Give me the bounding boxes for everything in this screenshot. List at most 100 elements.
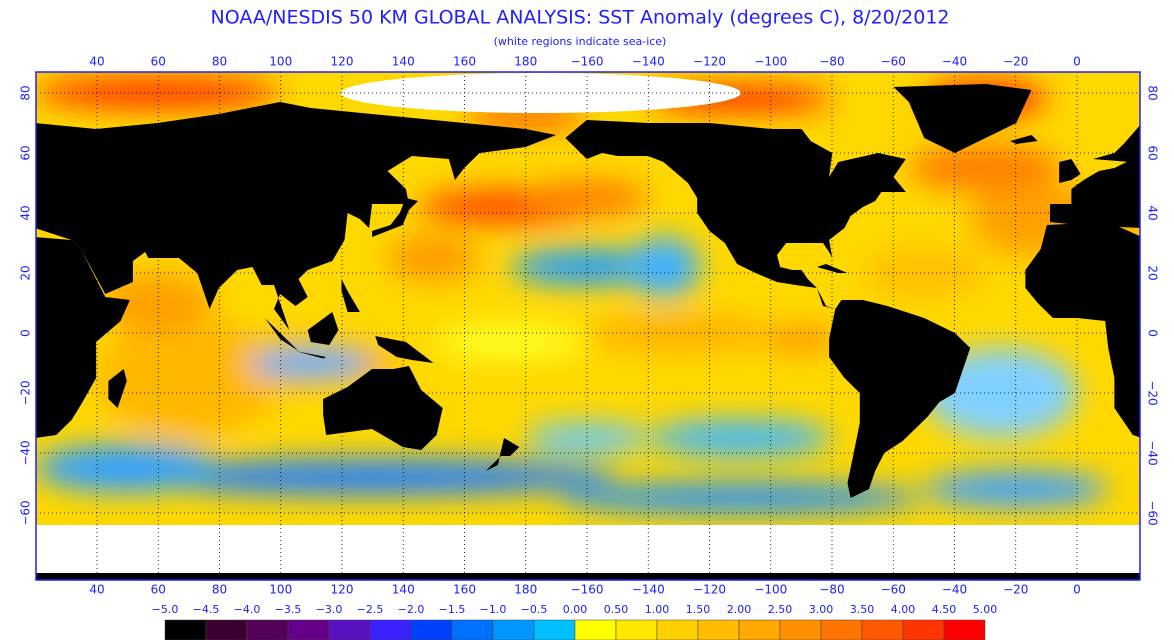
legend-swatch xyxy=(697,619,740,640)
latitude-label-left: −40 xyxy=(19,440,33,465)
legend-swatch xyxy=(451,619,494,640)
latitude-label-right: 0 xyxy=(1146,329,1160,337)
legend-label: −4.0 xyxy=(234,603,261,616)
longitude-label-bottom: 180 xyxy=(514,583,537,597)
legend-swatch xyxy=(533,619,576,640)
longitude-label-bottom: 40 xyxy=(89,583,104,597)
latitude-label-left: 0 xyxy=(19,329,33,337)
legend-label: 3.50 xyxy=(850,603,875,616)
longitude-label-bottom: 160 xyxy=(453,583,476,597)
map-frame xyxy=(35,71,1141,581)
legend-label: 3.00 xyxy=(809,603,834,616)
anomaly xyxy=(102,273,213,333)
longitude-label-top: 100 xyxy=(269,55,292,69)
legend-swatch xyxy=(492,619,535,640)
legend-label: −2.5 xyxy=(357,603,384,616)
legend-swatch xyxy=(410,619,453,640)
legend-swatch xyxy=(738,619,781,640)
legend-label: −5.0 xyxy=(152,603,179,616)
legend-swatch xyxy=(369,619,412,640)
anomaly xyxy=(626,237,701,297)
antarctic-ice xyxy=(36,525,1140,573)
latitude-label-left: −20 xyxy=(19,380,33,405)
land xyxy=(485,438,520,471)
longitude-label-bottom: −40 xyxy=(942,583,967,597)
legend-label: −0.5 xyxy=(521,603,548,616)
longitude-label-top: −160 xyxy=(571,55,604,69)
antarctica xyxy=(36,573,1140,580)
anomaly xyxy=(924,471,1109,507)
latitude-label-left: −60 xyxy=(19,500,33,525)
land xyxy=(341,279,360,312)
latitude-label-left: 40 xyxy=(19,205,33,220)
land xyxy=(264,318,299,351)
legend-label: 5.00 xyxy=(973,603,998,616)
land xyxy=(36,237,130,438)
legend-swatch xyxy=(205,619,248,640)
legend-swatch xyxy=(779,619,822,640)
legend-label: 4.50 xyxy=(932,603,957,616)
land xyxy=(893,84,1032,153)
legend-label: −4.5 xyxy=(193,603,220,616)
land xyxy=(1010,135,1038,144)
legend: −5.0 −4.5 −4.0 −3.5 −3.0 −2.5 −2.0 −1.5 −1.0 −0.5… xyxy=(152,603,998,640)
latitude-label-left: 20 xyxy=(19,265,33,280)
legend-label: 1.00 xyxy=(645,603,670,616)
legend-swatch xyxy=(246,619,289,640)
land xyxy=(372,198,419,237)
anomaly xyxy=(126,459,618,495)
legend-swatch xyxy=(656,619,699,640)
legend-swatch xyxy=(820,619,863,640)
longitude-label-bottom: 60 xyxy=(151,583,166,597)
anomaly xyxy=(36,78,281,108)
legend-label: −3.0 xyxy=(316,603,343,616)
longitude-label-bottom: 120 xyxy=(331,583,354,597)
anomaly xyxy=(764,327,839,351)
longitude-label-bottom: −60 xyxy=(881,583,906,597)
longitude-label-top: −40 xyxy=(942,55,967,69)
longitude-label-top: 160 xyxy=(453,55,476,69)
latitude-label-right: −40 xyxy=(1146,440,1160,465)
latitude-label-right: −60 xyxy=(1146,500,1160,525)
longitude-label-bottom: −120 xyxy=(693,583,726,597)
longitude-label-bottom: −160 xyxy=(571,583,604,597)
legend-label: −3.5 xyxy=(275,603,302,616)
legend-label: 2.00 xyxy=(727,603,752,616)
land xyxy=(36,102,557,330)
longitude-label-bottom: −100 xyxy=(754,583,787,597)
anomaly xyxy=(510,249,664,285)
land xyxy=(1050,154,1140,228)
legend-label: −1.5 xyxy=(439,603,466,616)
anomaly xyxy=(525,180,649,216)
longitude-label-top: 140 xyxy=(392,55,415,69)
land xyxy=(1059,159,1081,183)
longitude-label-top: −60 xyxy=(881,55,906,69)
longitude-label-top: 180 xyxy=(514,55,537,69)
longitude-label-bottom: −20 xyxy=(1003,583,1028,597)
legend-label: 0.50 xyxy=(604,603,629,616)
longitude-label-bottom: −140 xyxy=(632,583,665,597)
legend-label: 2.50 xyxy=(768,603,793,616)
anomaly xyxy=(908,144,1063,192)
longitude-label-top: −120 xyxy=(693,55,726,69)
longitude-label-top: −80 xyxy=(819,55,844,69)
labels: 40 40 60 60 80 80 100 100 120 120 140 140 160 160 180 1… xyxy=(19,55,1160,597)
anomaly xyxy=(556,483,925,513)
legend-swatch xyxy=(287,619,330,640)
latitude-label-left: 80 xyxy=(19,85,33,100)
latitude-label-right: 20 xyxy=(1146,265,1160,280)
subtitle: (white regions indicate sea-ice) xyxy=(494,35,667,48)
land xyxy=(108,369,127,408)
legend-swatch xyxy=(574,619,617,640)
longitude-label-top: 40 xyxy=(89,55,104,69)
longitude-label-top: 60 xyxy=(151,55,166,69)
legend-label: 4.00 xyxy=(891,603,916,616)
latitude-label-right: −20 xyxy=(1146,380,1160,405)
latitude-label-right: 60 xyxy=(1146,145,1160,160)
anomaly xyxy=(433,324,587,360)
legend-swatch xyxy=(943,619,986,640)
legend-swatch xyxy=(902,619,945,640)
legend-label: 1.50 xyxy=(686,603,711,616)
anomaly xyxy=(96,318,281,438)
